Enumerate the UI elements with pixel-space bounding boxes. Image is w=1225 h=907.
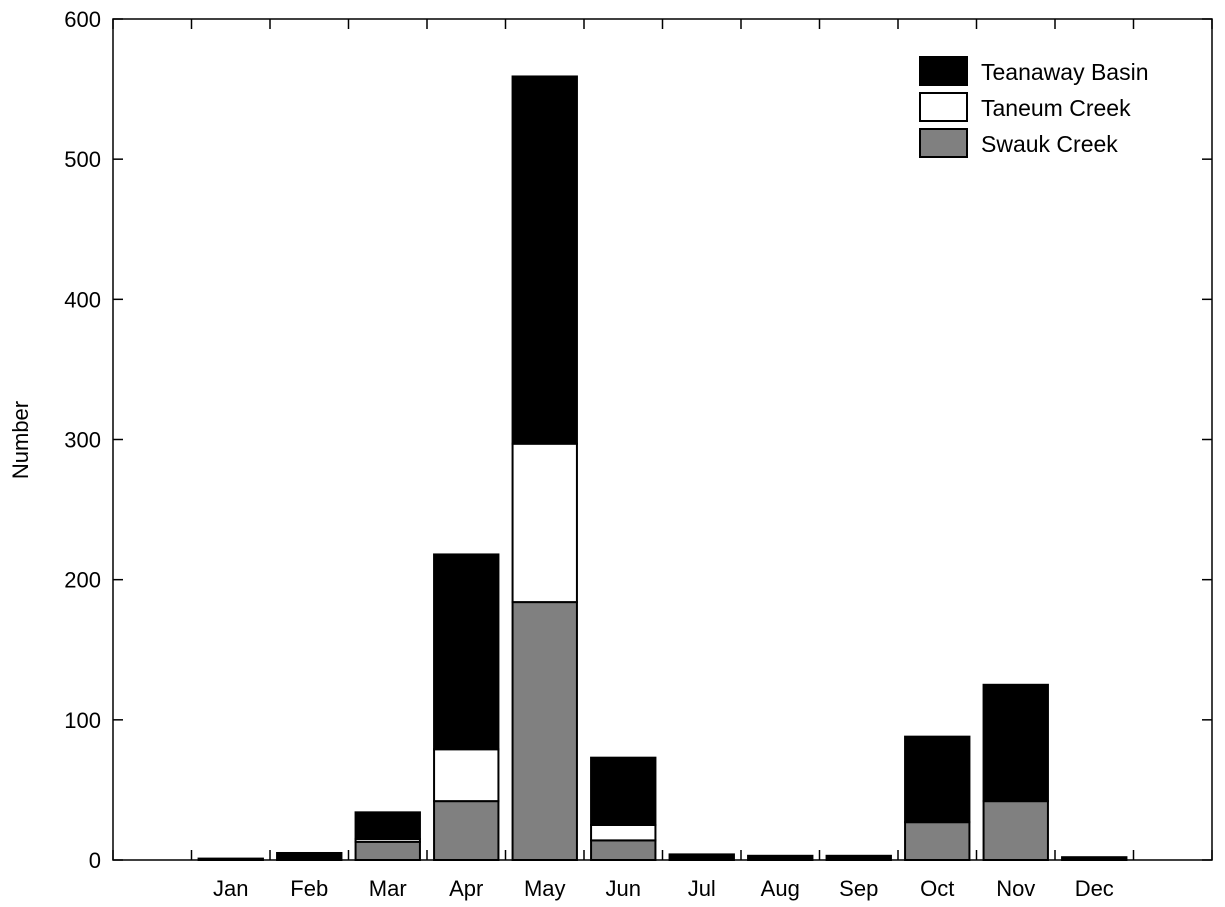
bars-layer [197, 75, 1128, 862]
y-axis: 0 100 200 300 400 500 600 [64, 7, 1212, 873]
x-tick-label: Nov [996, 876, 1035, 901]
x-tick-label: Dec [1075, 876, 1114, 901]
legend-swatch-teanaway-basin [919, 56, 968, 86]
bar-segment-swauk-creek-may [511, 601, 578, 861]
x-tick-label: Apr [449, 876, 483, 901]
y-tick-label: 500 [64, 147, 101, 172]
x-tick-label: Sep [839, 876, 878, 901]
y-tick-label: 0 [89, 848, 101, 873]
x-axis: Jan Feb Mar Apr May Jun Jul Aug Sep Oct Nov Dec [112, 19, 1213, 901]
bar-segment-swauk-creek-mar [354, 840, 421, 861]
bar-segment-teanaway-basin-nov [982, 683, 1049, 803]
x-tick-label: Mar [369, 876, 407, 901]
x-tick-label: Aug [761, 876, 800, 901]
legend-label-taneum-creek: Taneum Creek [981, 95, 1131, 121]
x-tick-label: Oct [920, 876, 954, 901]
bar-segment-teanaway-basin-may [511, 75, 578, 445]
x-tick-label: Jan [213, 876, 248, 901]
bar-segment-teanaway-basin-oct [904, 735, 971, 824]
bar-segment-teanaway-basin-jul [668, 853, 735, 861]
y-axis-title: Number [8, 401, 33, 479]
bar-segment-swauk-creek-oct [904, 821, 971, 862]
y-tick-label: 400 [64, 287, 101, 312]
legend-label-teanaway-basin: Teanaway Basin [981, 59, 1149, 85]
x-tick-label: Jun [606, 876, 641, 901]
bar-segment-teanaway-basin-sep [825, 854, 892, 861]
bar-segment-swauk-creek-apr [433, 800, 500, 862]
y-tick-label: 300 [64, 428, 101, 453]
bar-segment-teanaway-basin-dec [1061, 856, 1128, 861]
bar-segment-teanaway-basin-aug [747, 854, 814, 861]
x-tick-label: Jul [688, 876, 716, 901]
bar-segment-swauk-creek-jun [590, 839, 657, 861]
bar-segment-teanaway-basin-jun [590, 756, 657, 826]
bar-segment-swauk-creek-nov [982, 800, 1049, 862]
x-tick-label: May [524, 876, 566, 901]
bar-segment-teanaway-basin-mar [354, 811, 421, 840]
legend: Teanaway Basin Taneum Creek Swauk Creek [919, 56, 1149, 158]
bar-segment-teanaway-basin-feb [276, 851, 343, 861]
bar-segment-taneum-creek-jun [590, 823, 657, 842]
legend-swatch-taneum-creek [919, 92, 968, 122]
bar-segment-taneum-creek-apr [433, 748, 500, 803]
bar-segment-teanaway-basin-jan [197, 857, 264, 861]
legend-label-swauk-creek: Swauk Creek [981, 131, 1118, 157]
y-tick-label: 600 [64, 7, 101, 32]
legend-swatch-swauk-creek [919, 128, 968, 158]
bar-segment-taneum-creek-may [511, 442, 578, 604]
y-tick-label: 200 [64, 568, 101, 593]
x-tick-label: Feb [290, 876, 328, 901]
y-tick-label: 100 [64, 708, 101, 733]
bar-segment-teanaway-basin-apr [433, 553, 500, 751]
